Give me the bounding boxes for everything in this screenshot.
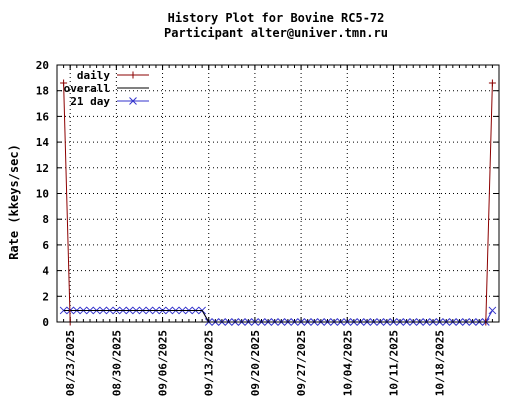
x-tick-label: 09/06/2025: [157, 330, 170, 396]
legend-item-overall: overall: [64, 82, 149, 95]
y-tick-label: 20: [36, 59, 49, 72]
data-point-plus: [60, 79, 68, 87]
y-tick-label: 4: [42, 265, 49, 278]
data-point-x: [59, 306, 68, 315]
x-ticks: 08/23/2025 08/30/2025 09/06/2025 09/13/2025…: [63, 65, 493, 396]
x-tick-label: 08/30/2025: [110, 330, 123, 396]
data-point-plus: [488, 79, 496, 87]
y-tick-label: 10: [36, 188, 49, 201]
legend-label: 21 day: [70, 95, 110, 108]
y-tick-label: 18: [36, 85, 49, 98]
x-tick-label: 09/13/2025: [203, 330, 216, 396]
x-tick-label: 08/23/2025: [64, 330, 77, 396]
grid: [57, 65, 499, 322]
data-point-plus: [129, 71, 137, 79]
y-tick-label: 14: [36, 136, 50, 149]
legend-label: overall: [64, 82, 110, 95]
data-point-x: [129, 97, 137, 105]
chart-title-line1: History Plot for Bovine RC5-72: [168, 11, 385, 25]
x-tick-label: 09/27/2025: [295, 330, 308, 396]
series-21-day: [59, 306, 497, 326]
y-tick-label: 2: [42, 290, 49, 303]
y-tick-label: 8: [42, 213, 49, 226]
legend-item-21-day: 21 day: [70, 95, 149, 108]
x-tick-label: 10/18/2025: [434, 330, 447, 396]
x-tick-label: 10/11/2025: [387, 330, 400, 396]
legend-label: daily: [77, 69, 110, 82]
y-tick-label: 0: [42, 316, 49, 329]
plot-frame: [56, 64, 500, 323]
data-point-x: [488, 306, 497, 315]
y-tick-label: 6: [42, 239, 49, 252]
x-tick-label: 10/04/2025: [341, 330, 354, 396]
y-tick-label: 12: [36, 162, 49, 175]
legend-item-daily: daily: [77, 69, 149, 82]
chart-title-line2: Participant alter@univer.tmn.ru: [164, 26, 388, 40]
y-axis-label: Rate (kkeys/sec): [7, 144, 21, 260]
series-line: [63, 82, 493, 323]
y-ticks: 0 2 4 6 8 10 12 14 16 18 20: [36, 59, 499, 329]
y-tick-label: 16: [36, 110, 50, 123]
x-tick-label: 09/20/2025: [249, 330, 262, 396]
